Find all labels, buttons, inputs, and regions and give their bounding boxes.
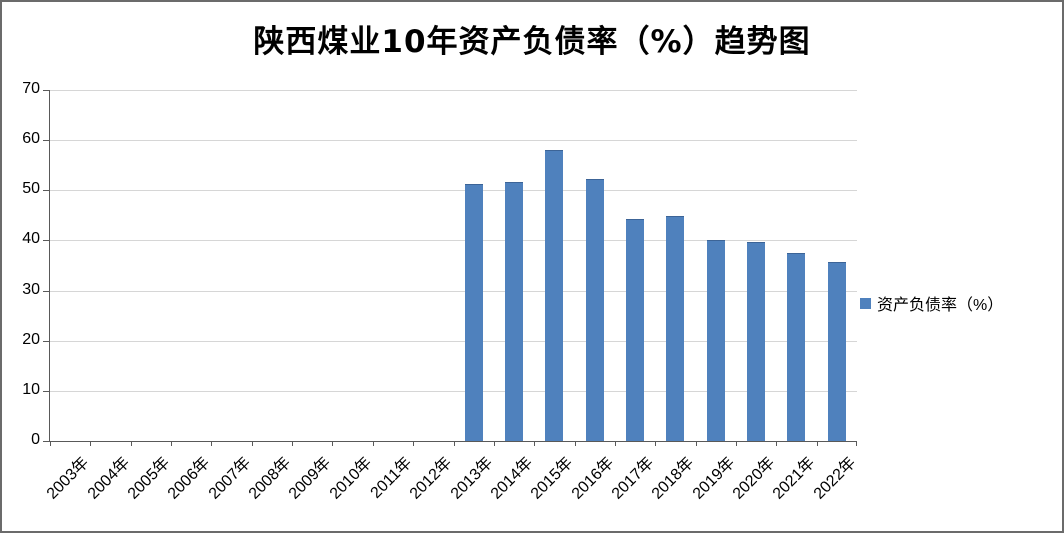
x-axis-tick — [292, 441, 294, 446]
bar — [464, 184, 483, 441]
y-axis-tick — [43, 340, 50, 342]
bar — [505, 182, 524, 441]
legend-label: 资产负债率（%） — [877, 297, 1004, 314]
bar — [545, 149, 564, 441]
y-tick-label: 30 — [22, 280, 40, 298]
x-tick-label: 2021年 — [770, 454, 819, 503]
x-axis-tick — [171, 441, 173, 446]
bar — [747, 241, 766, 441]
x-axis-tick — [372, 441, 374, 446]
x-axis-tick — [413, 441, 415, 446]
gridline — [50, 390, 857, 392]
legend-swatch-icon — [860, 297, 871, 309]
chart-title: 陕西煤业10年资产负债率（%）趋势图 — [253, 24, 811, 60]
x-tick-label: 2012年 — [407, 454, 456, 503]
x-axis-tick — [574, 441, 576, 446]
x-axis-tick — [534, 441, 536, 446]
bar — [666, 215, 685, 441]
gridline — [50, 90, 857, 91]
x-tick-label: 2009年 — [286, 454, 335, 503]
y-tick-label: 20 — [22, 330, 40, 348]
x-tick-label: 2019年 — [689, 454, 739, 503]
x-axis-tick — [493, 441, 495, 446]
y-tick-label: 40 — [22, 230, 40, 248]
x-tick-label: 2018年 — [649, 454, 698, 503]
y-tick-label: 60 — [22, 130, 40, 148]
gridline — [50, 340, 857, 342]
y-tick-label: 70 — [22, 80, 40, 97]
x-tick-label: 2008年 — [245, 454, 295, 503]
x-tick-label: 2020年 — [729, 454, 779, 503]
y-axis-tick — [43, 90, 50, 91]
y-tick-label: 50 — [22, 180, 40, 198]
x-axis-tick — [211, 441, 213, 446]
gridline — [50, 290, 857, 292]
legend: 资产负债率（%） — [860, 291, 1003, 315]
x-axis-tick — [251, 441, 253, 446]
x-axis-tick — [614, 441, 616, 446]
x-tick-label: 2017年 — [608, 454, 658, 503]
y-axis-tick — [43, 190, 50, 192]
x-axis-tick — [776, 441, 778, 446]
x-tick-label: 2011年 — [367, 454, 416, 502]
bar — [626, 219, 645, 441]
x-axis-tick — [90, 441, 92, 446]
y-tick-label: 0 — [31, 431, 40, 448]
gridline — [50, 240, 857, 242]
x-axis-tick — [856, 441, 857, 446]
x-axis-tick — [735, 441, 737, 446]
y-axis-tick — [43, 441, 50, 442]
x-axis-tick — [655, 441, 657, 446]
x-tick-label: 2004年 — [84, 454, 133, 503]
x-tick-label: 2022年 — [810, 454, 860, 503]
bar — [706, 240, 725, 441]
x-axis-tick — [695, 441, 697, 446]
gridline — [50, 190, 857, 192]
y-tick-label: 10 — [22, 380, 40, 398]
y-axis-tick — [43, 140, 50, 142]
x-tick-label: 2016年 — [568, 454, 617, 503]
x-axis-tick — [453, 441, 455, 446]
x-tick-label: 2006年 — [164, 454, 214, 503]
x-tick-label: 2010年 — [326, 454, 375, 503]
x-axis-tick — [816, 441, 818, 446]
x-axis-tick — [130, 441, 132, 446]
gridline — [50, 140, 857, 142]
x-tick-label: 2007年 — [205, 454, 254, 503]
y-axis-tick — [43, 240, 50, 242]
y-axis-tick — [43, 390, 50, 392]
x-tick-label: 2015年 — [528, 454, 577, 503]
y-axis-tick — [43, 290, 50, 292]
x-tick-label: 2013年 — [447, 454, 496, 503]
bar — [585, 179, 604, 441]
plot-area: 0 10 20 30 40 50 60 70 2003年 2004年 2005年 2006年 2007年… — [22, 80, 859, 503]
x-tick-label: 2005年 — [124, 454, 174, 503]
x-axis-tick — [50, 441, 51, 446]
bar — [787, 253, 806, 441]
x-tick-label: 2014年 — [487, 454, 537, 503]
x-axis-tick — [332, 441, 334, 446]
x-tick-label: 2003年 — [43, 454, 93, 503]
bar — [827, 261, 846, 441]
